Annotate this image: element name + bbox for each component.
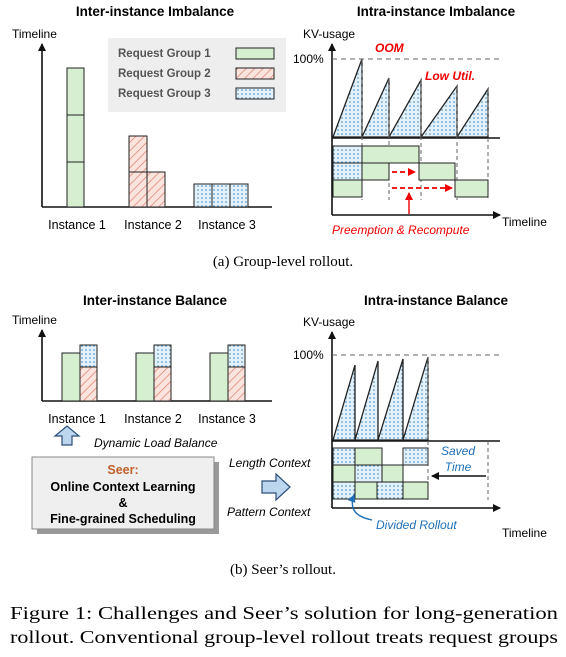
panel-b-kv-sawtooth	[332, 356, 429, 441]
panel-b-right-axes	[328, 331, 501, 512]
panel-b-instance-3-label: Instance 3	[198, 412, 256, 426]
panel-b-instance-1-label: Instance 1	[48, 412, 106, 426]
panel-b-caption: (b) Seer’s rollout.	[230, 562, 336, 578]
panel-a-left-title: Inter-instance Imbalance	[76, 4, 235, 19]
dynamic-balance-label: Dynamic Load Balance	[94, 436, 218, 450]
panel-a-preemption-arrows	[392, 168, 453, 192]
panel-a-instance-2-label: Instance 2	[124, 218, 182, 232]
legend-label-group-2: Request Group 2	[118, 68, 211, 80]
legend-label-group-3: Request Group 3	[118, 88, 211, 100]
panel-b-hundred-label: 100%	[293, 348, 324, 362]
context-arrow	[261, 472, 291, 502]
pattern-context-label: Pattern Context	[227, 505, 311, 519]
panel-a-low-util-label: Low Util.	[425, 69, 475, 83]
panel-b-right-title: Intra-instance Balance	[364, 293, 509, 308]
panel-a-right-ylabel: KV-usage	[303, 27, 355, 41]
panel-a-caption: (a) Group-level rollout.	[213, 254, 353, 270]
panel-b-left-ylabel: Timeline	[12, 313, 57, 327]
panel-a-hundred-label: 100%	[293, 52, 324, 66]
legend-label-group-1: Request Group 1	[118, 48, 211, 60]
panel-a-instance-3-label: Instance 3	[198, 218, 256, 232]
panel-a-instance-2-bars	[128, 135, 166, 208]
figure-caption-line-1: Figure 1: Challenges and Seer’s solution…	[10, 603, 558, 623]
saved-time-label-1: Saved	[441, 444, 475, 458]
panel-a-instance-1-bars	[66, 67, 85, 208]
length-context-label: Length Context	[229, 456, 311, 470]
figure-caption-line-2: rollout. Conventional group-level rollou…	[10, 627, 558, 647]
divided-rollout-pointer	[347, 494, 373, 521]
divided-rollout-label: Divided Rollout	[376, 518, 457, 532]
panel-b-left-title: Inter-instance Balance	[83, 293, 228, 308]
panel-b-instance-2-bars	[135, 344, 172, 402]
saved-time-label-2: Time	[445, 460, 472, 474]
panel-a-legend: Request Group 1 Request Group 2 Request …	[108, 38, 286, 112]
panel-a-preemption-label: Preemption & Recompute	[332, 223, 470, 237]
seer-box	[31, 456, 215, 530]
panel-a-left-ylabel: Timeline	[12, 27, 57, 41]
legend-swatch-green	[235, 47, 275, 60]
panel-b-time-markers	[427, 357, 489, 500]
panel-a-right-title: Intra-instance Imbalance	[357, 4, 516, 19]
panel-b-instance-1-bars	[61, 344, 98, 402]
legend-swatch-dots	[235, 87, 275, 100]
panel-a-instance-1-label: Instance 1	[48, 218, 106, 232]
panel-a-right-xlabel: Timeline	[502, 215, 547, 229]
panel-b-instance-3-bars	[209, 344, 246, 402]
seer-title: Seer:	[107, 463, 138, 477]
panel-b-right-xlabel: Timeline	[502, 526, 547, 540]
panel-b-right-ylabel: KV-usage	[303, 315, 355, 329]
panel-a-schedule	[332, 145, 489, 198]
panel-a-instance-3-bars	[193, 183, 249, 208]
seer-line-3: Fine-grained Scheduling	[50, 512, 196, 526]
seer-line-2: &	[118, 496, 127, 510]
legend-swatch-hatch	[235, 67, 275, 80]
panel-a-right-axes	[328, 43, 501, 219]
panel-a-oom-label: OOM	[375, 41, 405, 55]
dynamic-balance-arrow	[53, 425, 81, 446]
seer-line-1: Online Context Learning	[50, 480, 195, 494]
panel-b-instance-2-label: Instance 2	[124, 412, 182, 426]
panel-b-schedule	[332, 447, 429, 500]
